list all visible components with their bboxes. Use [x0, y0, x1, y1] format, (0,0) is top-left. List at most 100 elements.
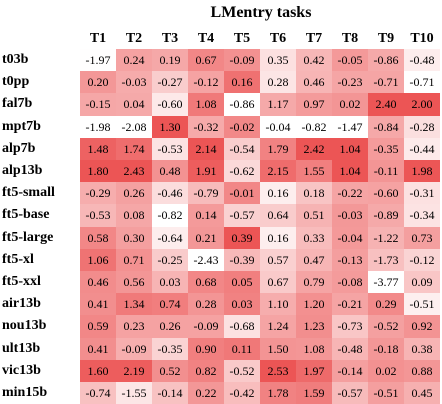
heatmap-cell: 0.48 — [152, 160, 188, 182]
row-label-alp7b: alp7b — [2, 141, 36, 156]
heatmap-cell: 1.60 — [80, 360, 116, 382]
heatmap-cell: -0.09 — [224, 49, 260, 71]
heatmap-cell: -0.12 — [404, 249, 440, 271]
column-header-t2: T2 — [125, 31, 143, 46]
row-label-alp13b: alp13b — [2, 163, 43, 178]
heatmap-cell: -0.09 — [188, 315, 224, 338]
heatmap-cell: 0.03 — [152, 271, 188, 293]
heatmap-cell: 0.57 — [260, 249, 296, 271]
heatmap-cell: 1.74 — [116, 138, 152, 160]
heatmap-cell: -2.08 — [116, 116, 152, 138]
heatmap-cell: 0.64 — [260, 204, 296, 227]
heatmap-cell: -0.71 — [404, 71, 440, 93]
heatmap-cell: -0.57 — [224, 204, 260, 227]
column-header-t10: T10 — [410, 31, 434, 46]
heatmap-cell: 0.52 — [152, 360, 188, 382]
heatmap-cell: -0.53 — [152, 138, 188, 160]
heatmap-cell: 1.10 — [260, 293, 296, 315]
heatmap-cell: 0.47 — [296, 249, 332, 271]
heatmap-cell: -0.62 — [224, 160, 260, 182]
heatmap-cell: 0.88 — [404, 360, 440, 382]
heatmap-cell: 0.16 — [224, 71, 260, 93]
heatmap-cell: -0.03 — [116, 71, 152, 93]
heatmap-cell: -0.89 — [368, 204, 404, 227]
heatmap-cell: -1.98 — [80, 116, 116, 138]
heatmap-cell: 0.59 — [80, 315, 116, 338]
heatmap-cell: 0.71 — [116, 249, 152, 271]
heatmap-cell: 0.38 — [404, 338, 440, 360]
heatmap-cell: -0.09 — [116, 338, 152, 360]
heatmap-cell: -0.14 — [332, 360, 368, 382]
heatmap-cell: -0.14 — [152, 382, 188, 404]
heatmap-cell: -0.35 — [152, 338, 188, 360]
row-label-fal7b: fal7b — [2, 96, 33, 111]
heatmap-cell: 0.26 — [152, 315, 188, 338]
heatmap-cell: 2.43 — [116, 160, 152, 182]
heatmap-cell: 1.24 — [260, 315, 296, 338]
heatmap-cell: -1.97 — [80, 49, 116, 71]
row-label-t03b: t03b — [2, 52, 29, 67]
heatmap-cell: -0.23 — [332, 71, 368, 93]
heatmap-cell: 0.42 — [296, 49, 332, 71]
heatmap-cell: 0.73 — [404, 227, 440, 249]
heatmap-cell: -0.44 — [404, 138, 440, 160]
heatmap-cell: -1.55 — [116, 382, 152, 404]
heatmap-cell: 2.40 — [368, 93, 404, 116]
heatmap-cell: 0.33 — [296, 227, 332, 249]
heatmap-cell: 1.20 — [296, 293, 332, 315]
heatmap-cell: 1.55 — [296, 160, 332, 182]
heatmap-cell: -0.64 — [152, 227, 188, 249]
heatmap-cell: -0.52 — [368, 315, 404, 338]
column-header-t1: T1 — [89, 31, 107, 46]
heatmap-cell: 0.22 — [188, 382, 224, 404]
heatmap-cell: 0.97 — [296, 93, 332, 116]
heatmap-cell: 0.23 — [116, 315, 152, 338]
heatmap-cell: 0.30 — [116, 227, 152, 249]
chart-title: LMentry tasks — [210, 4, 312, 21]
heatmap-cell: 2.15 — [260, 160, 296, 182]
heatmap-cell: 0.19 — [152, 49, 188, 71]
heatmap-cell: -0.11 — [368, 160, 404, 182]
heatmap-cell: -0.27 — [152, 71, 188, 93]
heatmap-cell: 0.46 — [80, 271, 116, 293]
heatmap-cell: 0.67 — [188, 49, 224, 71]
heatmap-cell: 0.67 — [260, 271, 296, 293]
heatmap-cell: -0.08 — [332, 271, 368, 293]
heatmap-cell: -0.21 — [332, 293, 368, 315]
heatmap-cell: 0.09 — [404, 271, 440, 293]
heatmap-cell: -3.77 — [368, 271, 404, 293]
heatmap-cell: 2.53 — [260, 360, 296, 382]
heatmap-cell: 0.82 — [188, 360, 224, 382]
heatmap-cell: 0.18 — [296, 182, 332, 204]
heatmap-cell: 1.78 — [260, 382, 296, 404]
heatmap-cell: 2.00 — [404, 93, 440, 116]
row-label-air13b: air13b — [2, 296, 41, 311]
heatmap-cell: 1.79 — [260, 138, 296, 160]
heatmap-cell: -0.60 — [152, 93, 188, 116]
heatmap-cell: 1.97 — [296, 360, 332, 382]
heatmap-cell: -0.51 — [368, 382, 404, 404]
heatmap-cell: 0.28 — [188, 293, 224, 315]
heatmap-cell: -0.82 — [152, 204, 188, 227]
heatmap-cell: -0.12 — [188, 71, 224, 93]
heatmap-cell: 0.21 — [188, 227, 224, 249]
row-label-t0pp: t0pp — [2, 74, 30, 89]
heatmap-cell: 0.16 — [260, 182, 296, 204]
heatmap-cell: 2.42 — [296, 138, 332, 160]
heatmap-cell: -0.79 — [188, 182, 224, 204]
column-header-t8: T8 — [341, 31, 359, 46]
heatmap-cell: 2.14 — [188, 138, 224, 160]
heatmap-cell: -0.51 — [404, 293, 440, 315]
column-header-t6: T6 — [269, 31, 287, 46]
heatmap-cell: 0.16 — [260, 227, 296, 249]
heatmap-cell: 1.17 — [260, 93, 296, 116]
heatmap-cell: 1.08 — [188, 93, 224, 116]
heatmap-cell: 1.06 — [80, 249, 116, 271]
heatmap-cell: -0.22 — [332, 182, 368, 204]
heatmap-cell: 1.08 — [296, 338, 332, 360]
heatmap-cell: -0.28 — [404, 116, 440, 138]
row-label-ft5-large: ft5-large — [2, 230, 54, 245]
column-header-t9: T9 — [377, 31, 395, 46]
heatmap-cell: 1.48 — [80, 138, 116, 160]
heatmap-cell: 0.02 — [368, 360, 404, 382]
